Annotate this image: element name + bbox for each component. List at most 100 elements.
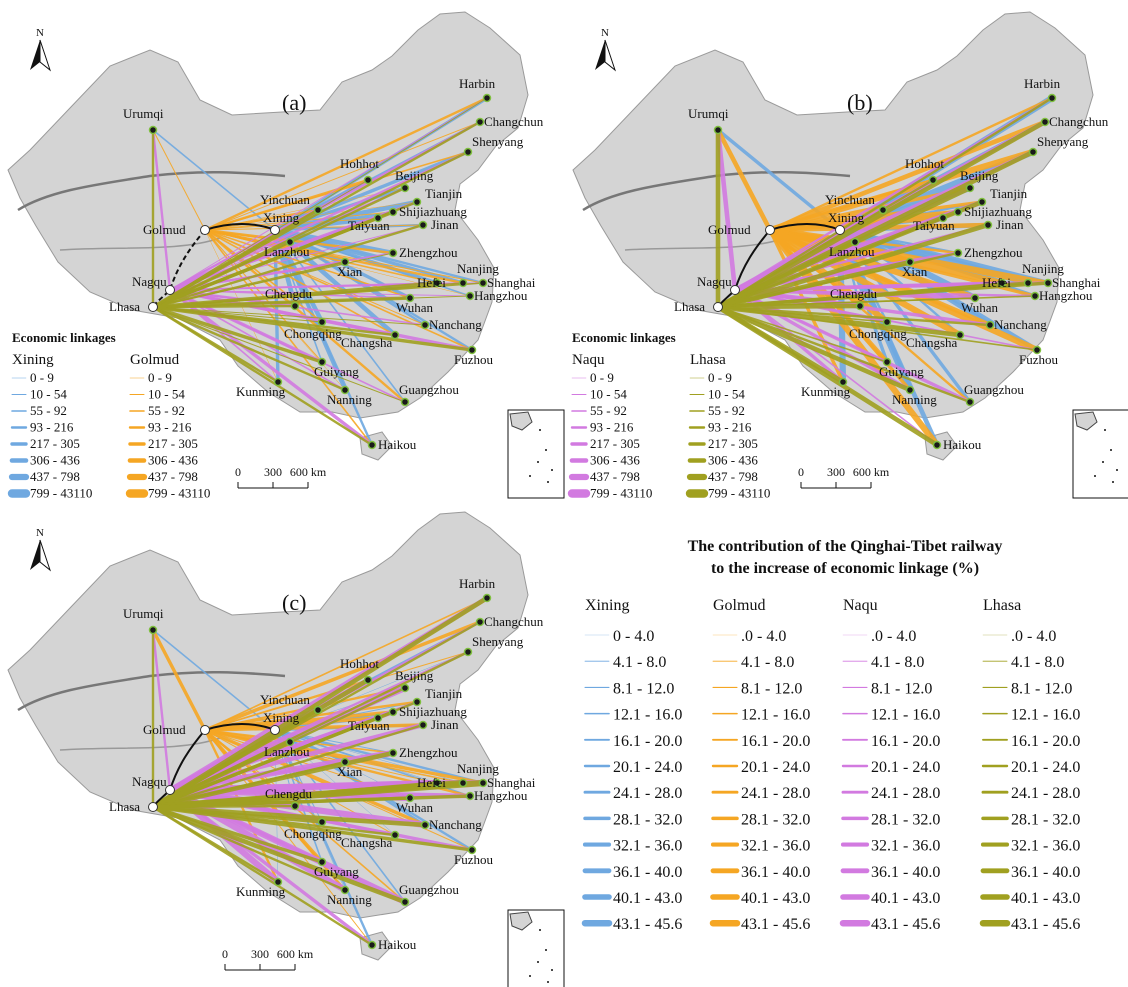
legend-c-class-label: 43.1 - 45.6 xyxy=(1011,916,1080,933)
city-marker xyxy=(458,778,468,788)
city-label: Guiyang xyxy=(879,364,924,379)
city-label: Beijing xyxy=(960,168,999,183)
province-boundary xyxy=(624,237,786,251)
linkage-line xyxy=(151,281,439,309)
city-label: Guangzhou xyxy=(399,382,459,397)
north-arrow-right xyxy=(604,39,617,72)
inset-island xyxy=(539,929,541,931)
legend-c-class-label: 40.1 - 43.0 xyxy=(613,890,682,907)
linkage-line xyxy=(716,96,1054,309)
city-label: Fuzhou xyxy=(1019,352,1059,367)
inset-island xyxy=(1116,469,1118,471)
city-label: Beijing xyxy=(395,168,434,183)
city-marker xyxy=(340,757,350,767)
inset-island xyxy=(537,461,539,463)
city-marker xyxy=(838,377,848,387)
legend-c-class-label: 4.1 - 8.0 xyxy=(871,654,924,671)
city-marker xyxy=(938,213,948,223)
province-boundary xyxy=(59,737,221,751)
north-label: N xyxy=(36,527,44,539)
city-marker xyxy=(400,397,410,407)
linkage-line xyxy=(717,306,888,363)
city-marker xyxy=(313,205,323,215)
legend-c-class-label: 24.1 - 28.0 xyxy=(613,785,682,802)
city-marker xyxy=(418,720,428,730)
city-marker xyxy=(932,440,942,450)
legend-class-label: 93 - 216 xyxy=(148,420,192,435)
city-marker xyxy=(465,791,475,801)
legend-c-header: Xining xyxy=(585,597,629,614)
legend-c-class-label: 12.1 - 16.0 xyxy=(741,707,810,724)
legend-contribution: The contribution of the Qinghai-Tibet ra… xyxy=(581,538,1080,933)
city-label: Tianjin xyxy=(990,186,1028,201)
inset-island xyxy=(551,469,553,471)
legend-c-class-label: 43.1 - 45.6 xyxy=(871,916,940,933)
legend-c-class-label: 20.1 - 24.0 xyxy=(871,759,940,776)
city-marker xyxy=(373,713,383,723)
city-marker xyxy=(882,317,892,327)
city-marker xyxy=(388,207,398,217)
legend-c-class-label: 24.1 - 28.0 xyxy=(871,785,940,802)
legend-legend_b: Economic linkages Naqu Lhasa 0 - 9 0 - 9 10 -… xyxy=(567,330,770,501)
linkage-line xyxy=(169,289,406,403)
linkage-line xyxy=(152,129,276,231)
city-label: Xining xyxy=(263,210,300,225)
legend-c-class-label: 4.1 - 8.0 xyxy=(741,654,794,671)
railway-xining-golmud xyxy=(204,723,276,731)
linkage-lines xyxy=(149,595,490,947)
city-marker xyxy=(363,175,373,185)
city-marker xyxy=(1040,117,1050,127)
city-label: Wuhan xyxy=(396,300,434,315)
city-label: Nanchang xyxy=(994,317,1047,332)
city-marker xyxy=(882,357,892,367)
city-marker xyxy=(482,93,492,103)
city-marker xyxy=(1043,278,1053,288)
city-label: Guangzhou xyxy=(964,382,1024,397)
linkage-line xyxy=(717,217,944,308)
city-label: Hangzhou xyxy=(474,788,528,803)
city-label: Wuhan xyxy=(396,800,434,815)
city-label: Chengdu xyxy=(830,286,877,301)
legend-c-class-label: 28.1 - 32.0 xyxy=(613,811,682,828)
legend-class-label: 437 - 798 xyxy=(708,469,758,484)
city-marker xyxy=(1047,93,1057,103)
legend-c-class-label: 20.1 - 24.0 xyxy=(613,759,682,776)
city-marker xyxy=(290,801,300,811)
city-label: Yinchuan xyxy=(260,692,310,707)
city-label: Nanchang xyxy=(429,817,482,832)
railway-xining-golmud xyxy=(204,223,276,231)
linkage-line xyxy=(715,127,738,293)
city-marker xyxy=(463,147,473,157)
inset-island xyxy=(529,475,531,477)
city-label: Lanzhou xyxy=(264,744,310,759)
legend-c-header: Lhasa xyxy=(983,597,1021,614)
city-marker xyxy=(475,617,485,627)
linkage-line xyxy=(717,306,1038,351)
city-marker xyxy=(482,593,492,603)
city-label: Hohhot xyxy=(905,156,944,171)
legend-c-class-label: 40.1 - 43.0 xyxy=(871,890,940,907)
legend-c-class-label: 16.1 - 20.0 xyxy=(1011,733,1080,750)
city-marker xyxy=(367,940,377,950)
legend-c-class-label: 0 - 4.0 xyxy=(613,628,654,645)
city-marker xyxy=(400,683,410,693)
scale-bar: 0 300 600 km xyxy=(235,465,327,489)
scale-label-300: 300 xyxy=(827,465,845,479)
legend-class-label: 93 - 216 xyxy=(30,420,74,435)
city-marker xyxy=(405,293,415,303)
linkage-line xyxy=(715,222,991,310)
linkage-line xyxy=(203,228,465,285)
city-label: Shanghai xyxy=(1052,275,1101,290)
city-label: Fuzhou xyxy=(454,352,494,367)
city-label: Kunming xyxy=(236,884,286,899)
legend-c-class-label: 32.1 - 36.0 xyxy=(613,838,682,855)
city-label: Harbin xyxy=(459,576,496,591)
legend-c-class-label: .0 - 4.0 xyxy=(741,628,786,645)
city-label: Nanjing xyxy=(457,761,499,776)
legend-c-class-label: 16.1 - 20.0 xyxy=(613,733,682,750)
legend-c-class-label: 8.1 - 12.0 xyxy=(871,680,932,697)
linkage-line xyxy=(152,629,276,731)
city-label: Fuzhou xyxy=(454,852,494,867)
legend-class-label: 93 - 216 xyxy=(708,420,752,435)
city-marker xyxy=(713,302,723,312)
